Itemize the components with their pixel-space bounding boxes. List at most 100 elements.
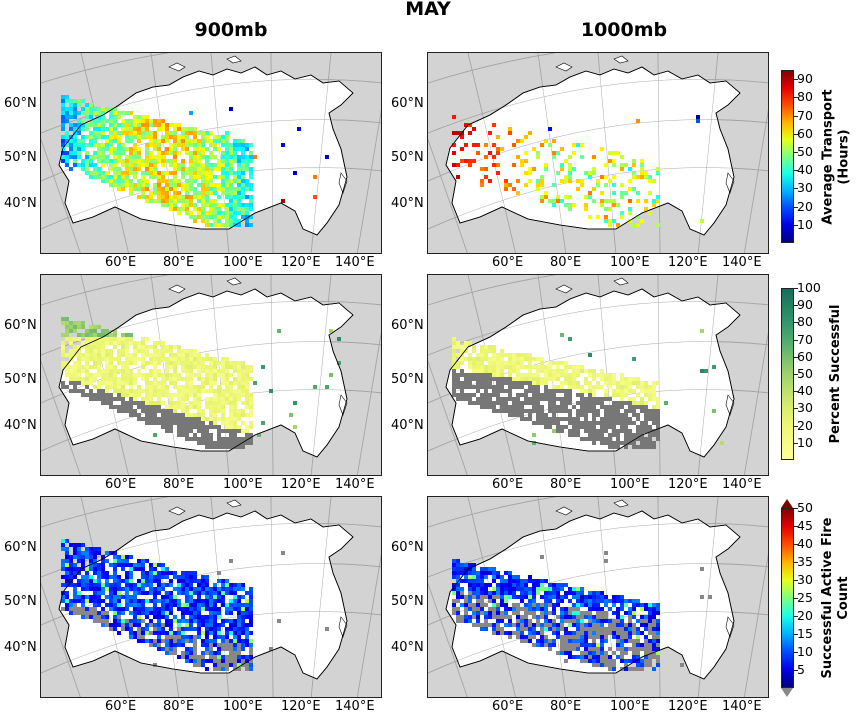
grid-cell [488,611,492,615]
grid-cell [177,373,181,377]
grid-cell [165,413,169,417]
grid-cell [89,357,93,361]
grid-cell [648,445,652,449]
grid-cell [568,643,572,647]
grid-cell [217,433,221,437]
grid-cell [213,667,217,671]
grid-cell [201,413,205,417]
grid-cell [197,357,201,361]
grid-cell [512,401,516,405]
grid-cell [456,595,460,599]
grid-cell [185,571,189,575]
grid-cell [237,207,241,211]
grid-cell [109,183,113,187]
grid-cell [636,385,640,389]
grid-cell [492,591,496,595]
grid-cell [189,111,193,115]
grid-cell [516,373,520,377]
longitude-label: 100°E [223,477,263,492]
data-cells [61,539,329,671]
grid-cell [81,365,85,369]
grid-cell [608,151,612,155]
grid-cell [129,369,133,373]
grid-cell [524,615,528,619]
grid-cell [173,381,177,385]
grid-cell [568,639,572,643]
grid-cell [544,417,548,421]
grid-cell [209,199,213,203]
grid-cell [540,639,544,643]
grid-cell [249,631,253,635]
grid-cell [137,385,141,389]
grid-cell [165,183,169,187]
grid-cell [89,377,93,381]
grid-cell [592,171,596,175]
grid-cell [472,345,476,349]
grid-cell [181,353,185,357]
grid-cell [113,111,117,115]
grid-cell [516,587,520,591]
grid-cell [201,357,205,361]
grid-cell [460,571,464,575]
grid-cell [233,591,237,595]
grid-cell [656,607,660,611]
grid-cell [145,583,149,587]
grid-cell [604,377,608,381]
grid-cell [580,603,584,607]
grid-cell [241,437,245,441]
grid-cell [616,401,620,405]
grid-cell [612,595,616,599]
grid-cell [153,623,157,627]
grid-cell [169,607,173,611]
grid-cell [536,385,540,389]
grid-cell [229,361,233,365]
grid-cell [568,619,572,623]
grid-cell [125,575,129,579]
grid-cell [241,155,245,159]
grid-cell [101,393,105,397]
grid-cell [81,119,85,123]
grid-cell [496,591,500,595]
grid-cell [137,413,141,417]
grid-cell [61,103,65,107]
grid-cell [576,417,580,421]
grid-cell [580,655,584,659]
grid-cell [81,127,85,131]
grid-cell [652,397,656,401]
grid-cell [608,627,612,631]
grid-cell [516,377,520,381]
grid-cell [496,163,500,167]
grid-cell [604,559,608,563]
grid-cell [141,349,145,353]
grid-cell [496,575,500,579]
data-cells [61,317,341,449]
grid-cell [612,373,616,377]
grid-cell [185,143,189,147]
grid-cell [576,433,580,437]
grid-cell [217,623,221,627]
grid-cell [592,393,596,397]
grid-cell [249,413,253,417]
grid-cell [193,357,197,361]
grid-cell [121,179,125,183]
grid-cell [464,579,468,583]
grid-cell [133,567,137,571]
grid-cell [249,663,253,667]
grid-cell [612,401,616,405]
grid-cell [185,135,189,139]
coastline [58,66,354,236]
grid-cell [189,619,193,623]
grid-cell [125,389,129,393]
grid-cell [77,163,81,167]
grid-cell [468,599,472,603]
grid-cell [568,607,572,611]
grid-cell [652,623,656,627]
grid-cell [121,559,125,563]
grid-cell [612,663,616,667]
grid-cell [325,385,329,389]
grid-cell [129,381,133,385]
grid-cell [189,587,193,591]
grid-cell [213,615,217,619]
grid-cell [149,345,153,349]
grid-cell [173,377,177,381]
